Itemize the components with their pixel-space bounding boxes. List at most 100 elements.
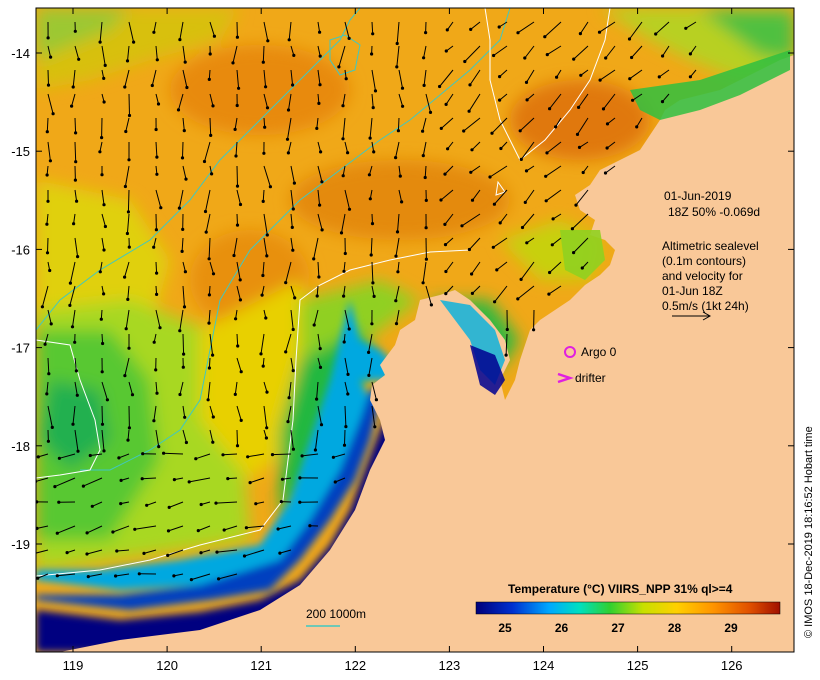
velocity-arrow-head bbox=[211, 415, 215, 419]
velocity-arrow-head bbox=[123, 85, 127, 89]
velocity-arrow-head bbox=[237, 86, 241, 90]
velocity-arrow bbox=[236, 165, 238, 187]
velocity-arrow bbox=[285, 333, 292, 353]
velocity-arrow-head bbox=[114, 574, 118, 578]
velocity-arrow-head bbox=[167, 505, 171, 509]
copyright-text: © IMOS 18-Dec-2019 18:16:52 Hobart time bbox=[803, 426, 815, 638]
velocity-arrow-head bbox=[460, 224, 464, 228]
velocity-arrow bbox=[545, 165, 562, 177]
velocity-arrow bbox=[290, 189, 294, 210]
velocity-arrow bbox=[655, 21, 670, 35]
velocity-arrow-head bbox=[498, 98, 502, 102]
velocity-arrow-head bbox=[284, 281, 288, 285]
velocity-arrow bbox=[287, 405, 292, 422]
velocity-arrow bbox=[83, 477, 103, 487]
velocity-arrow-head bbox=[265, 106, 270, 110]
velocity-arrow bbox=[370, 237, 373, 256]
velocity-arrow-head bbox=[183, 60, 187, 64]
velocity-arrow bbox=[47, 45, 52, 58]
velocity-arrow-head bbox=[86, 575, 90, 579]
velocity-arrow-head bbox=[183, 270, 187, 274]
velocity-arrow bbox=[236, 429, 238, 446]
velocity-arrow-head bbox=[341, 174, 345, 178]
velocity-arrow bbox=[290, 213, 293, 228]
velocity-arrow bbox=[499, 213, 508, 224]
velocity-arrow-head bbox=[261, 364, 265, 368]
velocity-arrow-head bbox=[204, 230, 208, 234]
velocity-arrow bbox=[395, 285, 400, 301]
velocity-arrow-head bbox=[318, 54, 322, 58]
velocity-arrow-head bbox=[315, 294, 319, 298]
velocity-arrow-head bbox=[202, 159, 207, 164]
velocity-arrow-head bbox=[176, 108, 181, 112]
velocity-arrow-head bbox=[166, 553, 170, 558]
y-tick-label: -17 bbox=[11, 341, 30, 356]
velocity-arrow bbox=[439, 69, 454, 87]
velocity-arrow bbox=[469, 69, 481, 86]
velocity-arrow bbox=[208, 357, 211, 369]
velocity-arrow bbox=[629, 21, 643, 40]
color-legend: Temperature (°C) VIIRS_NPP 31% ql>=4 25 2… bbox=[475, 582, 781, 635]
velocity-arrow-head bbox=[347, 207, 352, 211]
velocity-arrow bbox=[342, 93, 346, 106]
velocity-arrow bbox=[101, 381, 108, 400]
velocity-arrow-head bbox=[45, 251, 50, 255]
velocity-arrow-head bbox=[207, 257, 211, 261]
velocity-arrow-head bbox=[429, 303, 433, 307]
velocity-arrow bbox=[57, 573, 76, 577]
velocity-arrow bbox=[290, 237, 294, 251]
velocity-arrow bbox=[342, 165, 346, 176]
velocity-arrow bbox=[115, 573, 130, 577]
velocity-arrow-head bbox=[525, 98, 529, 102]
velocity-arrow bbox=[397, 117, 400, 131]
velocity-arrow bbox=[128, 21, 135, 43]
velocity-arrow-head bbox=[98, 270, 102, 274]
velocity-arrow-head bbox=[342, 294, 346, 298]
velocity-arrow bbox=[577, 117, 589, 135]
x-tick-label: 120 bbox=[156, 658, 178, 673]
velocity-arrow bbox=[371, 261, 374, 283]
velocity-arrow-head bbox=[98, 150, 102, 154]
velocity-arrow-head bbox=[152, 340, 156, 344]
velocity-arrow-head bbox=[180, 249, 184, 253]
velocity-arrow-head bbox=[235, 223, 240, 227]
velocity-arrow-head bbox=[123, 184, 127, 189]
velocity-arrow bbox=[224, 525, 238, 531]
velocity-arrow bbox=[101, 405, 103, 425]
velocity-arrow-head bbox=[238, 202, 243, 207]
velocity-arrow bbox=[126, 213, 130, 234]
velocity-arrow bbox=[178, 189, 184, 209]
velocity-arrow-head bbox=[40, 305, 45, 309]
y-axis: -14 -15 -16 -17 -18 -19 bbox=[11, 46, 794, 552]
velocity-arrow bbox=[209, 261, 214, 274]
velocity-arrow-head bbox=[439, 198, 443, 202]
velocity-arrow bbox=[396, 45, 400, 67]
velocity-arrow bbox=[631, 45, 643, 58]
velocity-arrow-head bbox=[605, 122, 610, 126]
velocity-arrow-head bbox=[117, 456, 121, 460]
velocity-arrow-head bbox=[550, 243, 554, 247]
velocity-arrow bbox=[262, 45, 265, 63]
velocity-arrow-head bbox=[140, 477, 144, 481]
velocity-arrow bbox=[496, 261, 508, 271]
velocity-arrow bbox=[209, 429, 214, 443]
velocity-arrow-head bbox=[293, 296, 297, 300]
velocity-arrow-head bbox=[124, 129, 128, 134]
velocity-arrow-head bbox=[423, 175, 427, 180]
velocity-arrow bbox=[222, 453, 238, 456]
velocity-arrow-head bbox=[344, 77, 348, 81]
velocity-arrow-head bbox=[525, 241, 529, 245]
velocity-arrow-head bbox=[73, 29, 77, 33]
velocity-arrow-head bbox=[49, 322, 53, 326]
velocity-arrow bbox=[440, 189, 454, 201]
velocity-arrow bbox=[155, 381, 158, 394]
velocity-arrow-head bbox=[469, 27, 473, 31]
velocity-arrow-head bbox=[688, 75, 693, 79]
velocity-arrow bbox=[182, 69, 188, 88]
velocity-arrow-head bbox=[523, 200, 527, 204]
velocity-arrow bbox=[368, 333, 373, 353]
velocity-arrow-head bbox=[123, 374, 127, 378]
velocity-arrow-head bbox=[85, 552, 89, 556]
velocity-arrow bbox=[425, 93, 431, 113]
velocity-arrow-head bbox=[141, 452, 145, 456]
